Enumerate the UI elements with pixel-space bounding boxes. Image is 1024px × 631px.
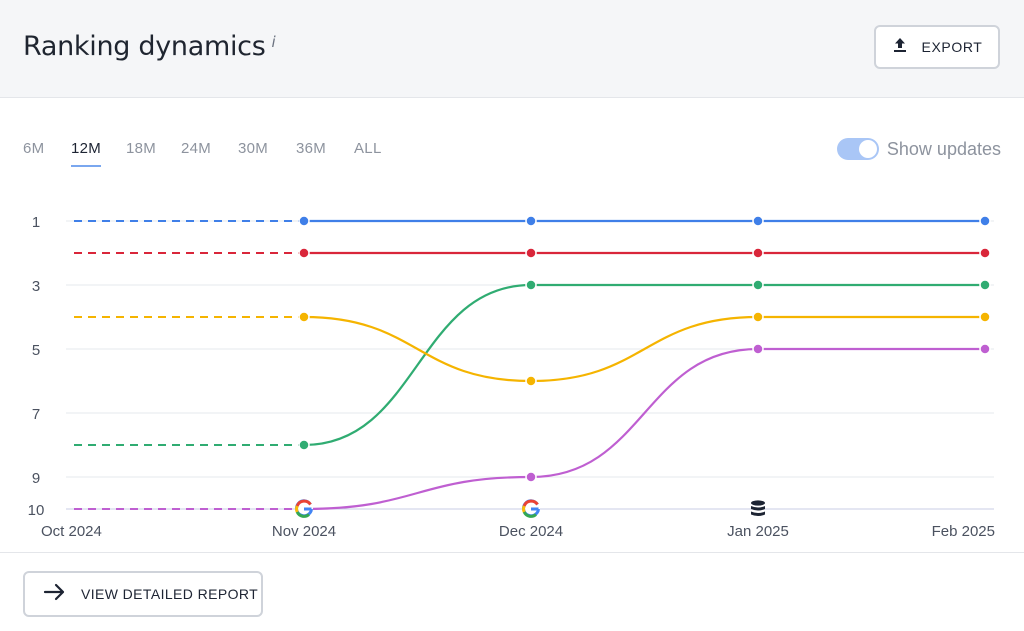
x-tick-label: Dec 2024 — [499, 523, 563, 540]
title-text: Ranking dynamics — [23, 31, 266, 62]
series-point — [752, 247, 764, 259]
series-point — [979, 215, 991, 227]
show-updates-label: Show updates — [886, 138, 1001, 159]
series-point — [298, 439, 310, 451]
panel-header: Ranking dynamics i EXPORT — [0, 0, 1024, 98]
tab-36m[interactable]: 36M — [296, 140, 327, 157]
series-line — [303, 283, 985, 447]
y-tick-label: 9 — [32, 470, 40, 487]
y-tick-label: 10 — [28, 502, 45, 519]
view-report-label: VIEW DETAILED REPORT — [81, 586, 259, 602]
export-button[interactable]: EXPORT — [874, 25, 1000, 69]
series-point — [752, 279, 764, 291]
series-point — [979, 247, 991, 259]
show-updates-toggle[interactable]: Show updates — [836, 138, 1001, 160]
arrow-right-icon — [43, 583, 67, 606]
view-report-button[interactable]: VIEW DETAILED REPORT — [23, 571, 263, 617]
series-point — [525, 247, 537, 259]
footer-divider — [0, 552, 1024, 553]
tab-24m[interactable]: 24M — [181, 140, 212, 157]
series-point — [752, 215, 764, 227]
page-title: Ranking dynamics i — [23, 31, 276, 62]
series-point — [979, 311, 991, 323]
x-tick-label: Jan 2025 — [727, 523, 789, 540]
y-tick-label: 3 — [32, 278, 40, 295]
tab-all[interactable]: ALL — [354, 140, 382, 157]
series-line — [303, 347, 985, 511]
series-point — [752, 311, 764, 323]
tab-18m[interactable]: 18M — [126, 140, 157, 157]
ranking-chart: 1 3 5 7 9 10 Oct 2024 Nov 2024 Dec 2024 Jan 2025 F… — [28, 214, 995, 540]
series-point — [525, 279, 537, 291]
tab-6m[interactable]: 6M — [23, 140, 45, 157]
series-point — [525, 471, 537, 483]
toggle-switch[interactable] — [836, 138, 879, 160]
x-tick-label: Nov 2024 — [272, 523, 336, 540]
series-line — [303, 315, 985, 383]
series-point — [298, 311, 310, 323]
tab-30m[interactable]: 30M — [238, 140, 269, 157]
x-tick-label: Feb 2025 — [932, 523, 995, 540]
info-icon[interactable]: i — [271, 33, 276, 51]
series-point — [525, 375, 537, 387]
tab-12m[interactable]: 12M — [71, 140, 102, 171]
google-icon[interactable] — [522, 499, 540, 518]
series-point — [525, 215, 537, 227]
y-tick-label: 7 — [32, 406, 40, 423]
series-point — [298, 215, 310, 227]
series-point — [979, 279, 991, 291]
export-label: EXPORT — [921, 39, 983, 55]
google-icon[interactable] — [295, 499, 313, 518]
upload-icon — [892, 37, 908, 58]
y-tick-label: 5 — [32, 342, 40, 359]
x-tick-label: Oct 2024 — [41, 523, 102, 540]
toggle-knob — [858, 140, 877, 158]
database-icon[interactable] — [751, 500, 765, 516]
series-point — [298, 247, 310, 259]
series-point — [752, 343, 764, 355]
y-tick-label: 1 — [32, 214, 40, 231]
series-point — [979, 343, 991, 355]
